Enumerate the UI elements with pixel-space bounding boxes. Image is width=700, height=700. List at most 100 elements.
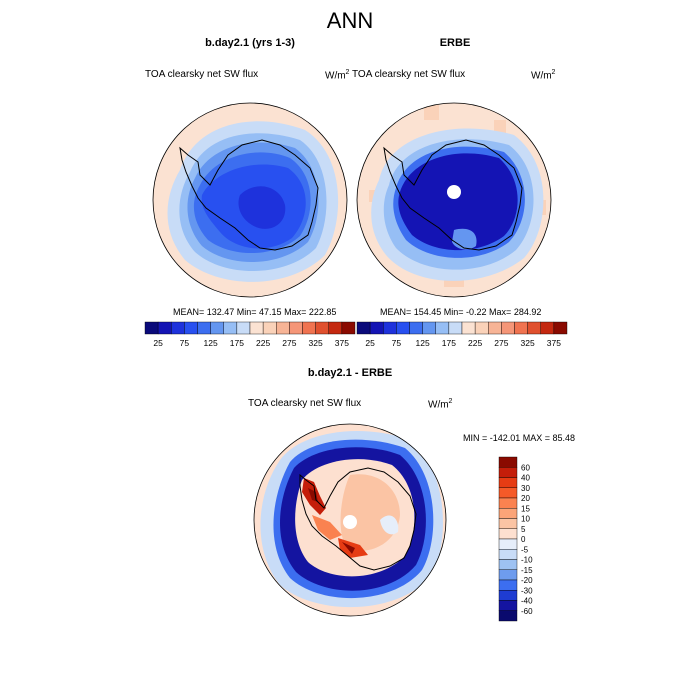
panel1-variable: TOA clearsky net SW flux xyxy=(145,69,259,80)
colorbar-difference-cell xyxy=(498,497,518,509)
diff-variable: TOA clearsky net SW flux xyxy=(248,398,362,409)
colorbar-model-cell xyxy=(302,321,316,335)
panel2-stats: MEAN= 154.45 Min= -0.22 Max= 284.92 xyxy=(380,307,542,317)
colorbar-difference-label: 15 xyxy=(521,504,530,513)
colorbar-erbe-cell xyxy=(448,321,463,335)
colorbar-erbe-cell xyxy=(409,321,423,335)
colorbar-model-label: 75 xyxy=(180,338,190,348)
colorbar-erbe-label: 325 xyxy=(521,338,535,348)
colorbar-erbe: 25 75 125 175 225 275 325 375 xyxy=(356,321,568,348)
colorbar-model-cell xyxy=(197,321,211,335)
colorbar-erbe-label: 175 xyxy=(442,338,456,348)
panel1-stats: MEAN= 132.47 Min= 47.15 Max= 222.85 xyxy=(173,307,337,317)
colorbar-erbe-cell xyxy=(527,321,541,335)
colorbar-model-cell xyxy=(249,321,264,335)
colorbar-difference-label: 0 xyxy=(521,535,526,544)
diff-units: W/m2 xyxy=(428,398,453,411)
colorbar-difference-cells xyxy=(498,456,518,622)
colorbar-model-labels: 25 75 125 175 225 275 325 375 xyxy=(153,338,349,348)
diff-title: b.day2.1 - ERBE xyxy=(307,367,393,379)
colorbar-erbe-cell xyxy=(435,321,450,335)
map-erbe-panel xyxy=(356,102,552,298)
colorbar-difference-cell xyxy=(498,508,518,519)
colorbar-model-cell xyxy=(262,321,277,335)
panel2-title: ERBE xyxy=(439,37,471,49)
colorbar-erbe-cell xyxy=(422,321,436,335)
colorbar-erbe-labels: 25 75 125 175 225 275 325 375 xyxy=(365,338,561,348)
colorbar-model-label: 125 xyxy=(204,338,218,348)
colorbar-model-cell xyxy=(171,321,185,335)
colorbar-difference-cell xyxy=(498,518,518,529)
colorbar-difference-cell xyxy=(498,487,518,499)
colorbar-erbe-cell xyxy=(474,321,489,335)
colorbar-erbe-label: 225 xyxy=(468,338,482,348)
colorbar-model-cell xyxy=(223,321,238,335)
colorbar-difference-cell xyxy=(498,569,518,581)
colorbar-model-cell xyxy=(157,321,172,335)
colorbar-difference-cell xyxy=(498,610,518,622)
colorbar-difference-cell xyxy=(498,528,518,540)
colorbar-difference-cell xyxy=(498,549,518,560)
colorbar-difference-cell xyxy=(498,600,518,611)
colorbar-difference-label: -30 xyxy=(521,586,533,595)
colorbar-model-cell xyxy=(144,321,159,335)
panel2-variable: TOA clearsky net SW flux xyxy=(352,69,466,80)
main-title: ANN xyxy=(326,8,374,33)
colorbar-erbe-cell xyxy=(514,321,528,335)
colorbar-model-label: 175 xyxy=(230,338,244,348)
colorbar-erbe-cell xyxy=(369,321,384,335)
colorbar-difference-cell xyxy=(498,538,518,550)
colorbar-difference-label: -5 xyxy=(521,545,529,554)
colorbar-difference-cell xyxy=(498,579,518,591)
colorbar-erbe-cell xyxy=(553,321,568,335)
colorbar-erbe-label: 275 xyxy=(494,338,508,348)
panel1-title: b.day2.1 (yrs 1-3) xyxy=(205,37,295,49)
colorbar-difference-label: -20 xyxy=(521,576,533,585)
colorbar-model-cell xyxy=(289,321,303,335)
colorbar-model-cell xyxy=(236,321,251,335)
colorbar-difference-label: -40 xyxy=(521,597,533,606)
colorbar-erbe-label: 75 xyxy=(392,338,402,348)
colorbar-model-label: 325 xyxy=(309,338,323,348)
colorbar-difference-label: 10 xyxy=(521,515,530,524)
colorbar-model-cell xyxy=(328,321,343,335)
colorbar-difference-cell xyxy=(498,477,518,488)
colorbar-erbe-label: 125 xyxy=(416,338,430,348)
colorbar-model-cell xyxy=(315,321,329,335)
diff-minmax: MIN = -142.01 MAX = 85.48 xyxy=(463,433,576,443)
colorbar-erbe-cell xyxy=(396,321,410,335)
colorbar-erbe-cell xyxy=(501,321,515,335)
colorbar-model-cell xyxy=(341,321,356,335)
colorbar-erbe-cell xyxy=(461,321,476,335)
colorbar-erbe-label: 375 xyxy=(547,338,561,348)
colorbar-model-label: 275 xyxy=(282,338,296,348)
colorbar-difference-label: -60 xyxy=(521,607,533,616)
colorbar-difference-label: -15 xyxy=(521,566,533,575)
colorbar-difference-cell xyxy=(498,456,518,468)
colorbar-model-label: 375 xyxy=(335,338,349,348)
colorbar-difference-cell xyxy=(498,559,518,570)
colorbar-model-cell xyxy=(210,321,224,335)
colorbar-erbe-cell xyxy=(356,321,371,335)
colorbar-erbe-label: 25 xyxy=(365,338,375,348)
colorbar-model-label: 225 xyxy=(256,338,270,348)
colorbar-erbe-cell xyxy=(383,321,397,335)
panel2-units: W/m2 xyxy=(531,69,556,82)
colorbar-erbe-cell xyxy=(540,321,555,335)
colorbar-model-cell xyxy=(276,321,290,335)
colorbar-model-cell xyxy=(184,321,198,335)
colorbar-model-label: 25 xyxy=(153,338,163,348)
colorbar-model: 25 75 125 175 225 275 325 375 xyxy=(144,321,356,348)
colorbar-difference-label: 5 xyxy=(521,525,526,534)
colorbar-erbe-cell xyxy=(488,321,502,335)
colorbar-difference-label: -10 xyxy=(521,556,533,565)
colorbar-difference-label: 20 xyxy=(521,494,530,503)
colorbar-difference-cell xyxy=(498,590,518,601)
colorbar-erbe-cells xyxy=(356,321,568,335)
colorbar-model-cells xyxy=(144,321,356,335)
map-model-panel xyxy=(152,102,348,298)
colorbar-difference-label: 30 xyxy=(521,484,530,493)
colorbar-difference-cell xyxy=(498,467,518,478)
